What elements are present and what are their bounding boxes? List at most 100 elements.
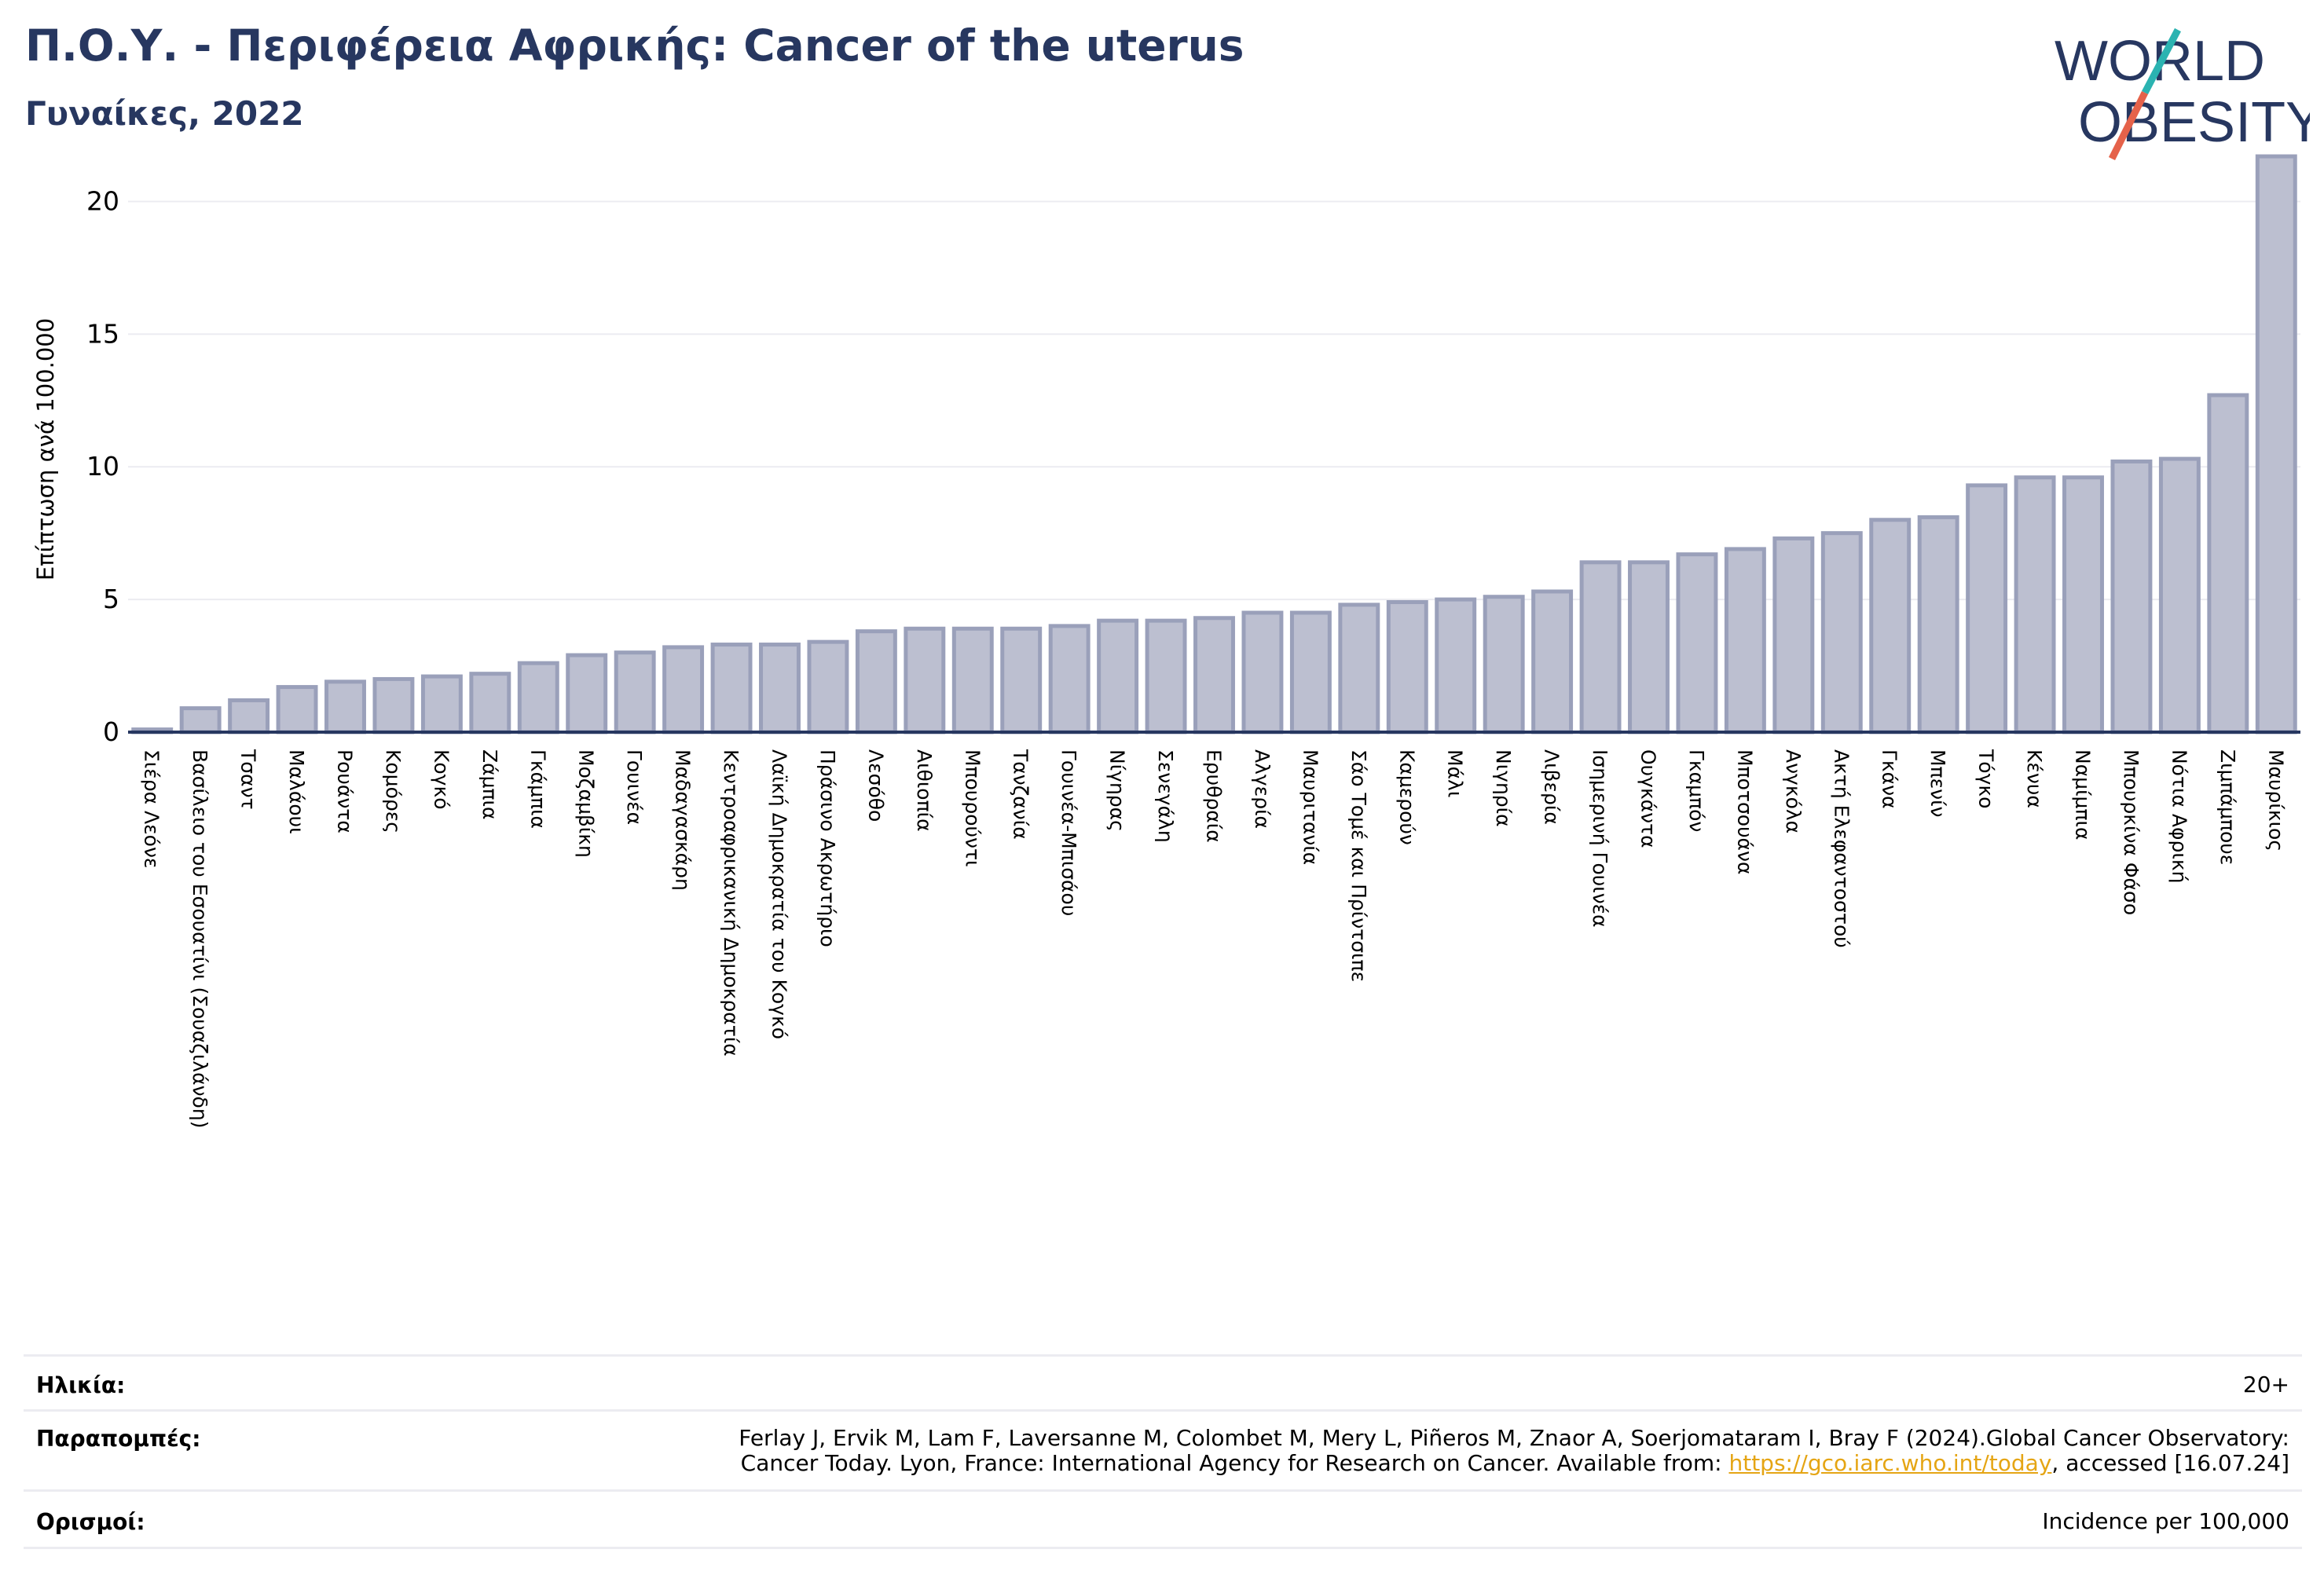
bar <box>855 629 897 734</box>
y-axis-label: Επίπτωση ανά 100.000 <box>32 318 59 581</box>
x-tick-label: Νίγηρας <box>1106 749 1129 832</box>
x-tick-label: Κεντροαφρικανική Δημοκρατία <box>720 749 742 1057</box>
references-line-2-suffix: , accessed [16.07.24] <box>2051 1450 2289 1476</box>
bar <box>276 685 318 734</box>
bar <box>1097 618 1139 734</box>
x-tick-label: Γουινέα <box>623 749 646 825</box>
x-tick-label: Ισημερινή Γουινέα <box>1589 749 1611 928</box>
bar <box>904 626 946 734</box>
definitions-value: Incidence per 100,000 <box>2042 1508 2289 1534</box>
logo-slash-top <box>2142 27 2181 95</box>
bar <box>1241 610 1284 734</box>
bar <box>2158 456 2201 734</box>
references-line-2-prefix: Cancer Today. Lyon, France: Internationa… <box>740 1450 1729 1476</box>
x-tick-label: Μποτσουάνα <box>1733 749 1756 875</box>
y-axis-ticks: 0 5 10 15 20 <box>86 185 119 747</box>
definitions-label: Ορισμοί: <box>36 1509 145 1535</box>
y-tick-label: 5 <box>103 584 119 614</box>
y-tick-label: 20 <box>86 185 119 216</box>
references-link[interactable]: https://gco.iarc.who.int/today <box>1728 1450 2052 1476</box>
references-label: Παραπομπές: <box>36 1426 201 1452</box>
bar <box>1289 610 1332 734</box>
x-tick-label: Γκάνα <box>1879 749 1901 809</box>
x-tick-label: Κομόρες <box>382 749 405 833</box>
bar <box>710 643 753 734</box>
x-tick-label: Ρουάντα <box>334 749 357 833</box>
bar <box>1579 560 1622 734</box>
x-tick-label: Γκάμπια <box>526 749 549 829</box>
x-tick-label: Μαλάουι <box>285 749 308 834</box>
x-tick-label: Μαυρίκιος <box>2264 749 2287 852</box>
x-tick-label: Ουγκάντα <box>1637 749 1660 848</box>
world-obesity-logo: WORLD OBESITY <box>2055 27 2310 161</box>
x-tick-label: Τσαντ <box>237 749 260 810</box>
bar <box>372 676 415 734</box>
x-tick-label: Μάλι <box>1444 749 1467 797</box>
bar-chart: 0 5 10 15 20 Σιέρα Λεόνε Βασίλειο του Εσουατί… <box>32 154 2300 1128</box>
x-tick-label: Ζάμπια <box>478 749 501 820</box>
bar <box>1145 618 1187 734</box>
x-tick-label: Αλγερία <box>1251 749 1274 829</box>
bar <box>614 650 656 734</box>
bar <box>2062 475 2104 734</box>
x-tick-label: Μπενίν <box>1926 749 1949 818</box>
x-tick-label: Λεσόθο <box>864 749 887 822</box>
chart-subtitle: Γυναίκες, 2022 <box>25 94 304 133</box>
x-tick-label: Καμερούν <box>1395 749 1418 845</box>
bar <box>1966 483 2008 734</box>
bar <box>1531 589 1574 734</box>
x-axis-labels: Σιέρα Λεόνε Βασίλειο του Εσουατίνι (Σουαζ… <box>141 749 2288 1128</box>
bar <box>566 653 608 734</box>
x-tick-label: Ακτή Ελεφαντοστού <box>1830 749 1853 948</box>
bar <box>1048 624 1091 734</box>
bar <box>420 674 463 734</box>
bar <box>807 639 849 734</box>
x-tick-label: Λιβερία <box>1541 749 1563 825</box>
references-line-1: Ferlay J, Ervik M, Lam F, Laversanne M, … <box>739 1425 2289 1451</box>
bar <box>1338 603 1380 734</box>
bar <box>662 645 705 734</box>
age-label: Ηλικία: <box>36 1372 126 1398</box>
bar <box>2207 393 2249 734</box>
bar <box>1676 552 1718 734</box>
bars <box>131 154 2297 734</box>
bar <box>1724 547 1766 734</box>
x-tick-label: Ανγκόλα <box>1782 749 1805 833</box>
bar <box>1193 616 1235 734</box>
x-tick-label: Ερυθραία <box>1203 749 1226 843</box>
x-tick-label: Μαδαγασκάρη <box>672 749 695 891</box>
x-tick-label: Σάο Τομέ και Πρίντσιπε <box>1347 749 1370 982</box>
x-tick-label: Νότια Αφρική <box>2168 749 2190 883</box>
x-tick-label: Κένυα <box>2023 749 2046 808</box>
x-tick-label: Τόγκο <box>1975 749 1998 808</box>
info-row-references: Παραπομπές: Ferlay J, Ervik M, Lam F, La… <box>24 1409 2302 1492</box>
x-tick-label: Ζιμπάμπουε <box>2216 749 2239 865</box>
age-value: 20+ <box>2242 1372 2289 1397</box>
x-tick-label: Πράσινο Ακρωτήριο <box>816 749 839 947</box>
x-tick-label: Βασίλειο του Εσουατίνι (Σουαζιλάνδη) <box>189 749 211 1128</box>
chart-title: Π.Ο.Υ. - Περιφέρεια Αφρικής: Cancer of t… <box>25 20 1244 71</box>
bar <box>1917 515 1959 734</box>
bar <box>324 679 366 734</box>
x-tick-label: Μαυριτανία <box>1299 749 1321 865</box>
bar <box>1000 626 1043 734</box>
bar <box>1435 597 1477 734</box>
x-tick-label: Κογκό <box>430 749 453 810</box>
x-tick-label: Μπουρούντι <box>961 749 984 867</box>
logo-slash-bottom <box>2108 90 2149 161</box>
bar <box>2255 154 2297 734</box>
bar <box>759 643 801 734</box>
bar <box>2110 459 2153 734</box>
references-value: Ferlay J, Ervik M, Lam F, Laversanne M, … <box>739 1426 2289 1476</box>
x-tick-label: Μοζαμβίκη <box>575 749 598 858</box>
x-tick-label: Λαϊκή Δημοκρατία του Κογκό <box>768 749 791 1039</box>
x-tick-label: Νιγηρία <box>1492 749 1515 827</box>
x-tick-label: Σιέρα Λεόνε <box>141 749 163 868</box>
x-tick-label: Ναμίμπια <box>2072 749 2095 840</box>
info-row-definitions: Ορισμοί: Incidence per 100,000 <box>24 1489 2302 1549</box>
x-tick-label: Σενεγάλη <box>1154 749 1177 843</box>
bar <box>1820 531 1863 734</box>
bar <box>1386 599 1428 734</box>
bar <box>228 698 270 734</box>
y-tick-label: 15 <box>86 318 119 349</box>
